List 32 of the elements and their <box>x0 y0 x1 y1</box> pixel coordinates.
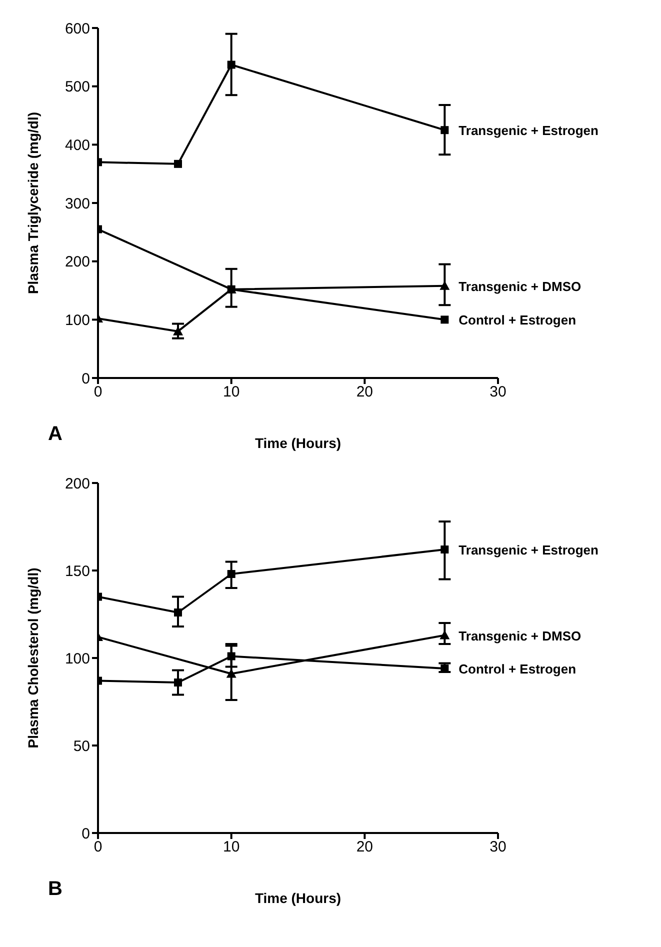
y-tick-label: 0 <box>82 825 90 842</box>
x-axis-title: Time (Hours) <box>254 890 342 906</box>
y-tick-label: 100 <box>64 650 90 668</box>
x-tick-label: 20 <box>356 384 374 401</box>
series-label: Control + Estrogen <box>458 662 576 676</box>
y-tick-label: 100 <box>64 312 90 329</box>
y-tick-label: 500 <box>64 78 90 96</box>
x-tick-label: 0 <box>94 838 102 856</box>
y-tick-label: 200 <box>64 475 90 492</box>
y-tick-label: 400 <box>64 136 90 154</box>
series-label: Control + Estrogen <box>458 312 576 328</box>
x-tick-label: 10 <box>222 838 240 856</box>
x-tick-label: 30 <box>490 838 506 856</box>
series-label: Transgenic + DMSO <box>458 628 582 644</box>
y-tick-label: 50 <box>73 738 90 755</box>
x-tick-label: 30 <box>490 384 506 401</box>
x-tick-label: 20 <box>356 838 374 856</box>
y-axis-title: Plasma Cholesterol (mg/dl) <box>24 568 41 748</box>
series-label: Transgenic + DMSO <box>458 278 582 294</box>
text: B <box>48 878 62 901</box>
text: A <box>48 423 62 446</box>
y-tick-label: 150 <box>64 562 90 580</box>
x-axis-title: Time (Hours) <box>254 434 342 451</box>
x-tick-label: 0 <box>94 384 102 401</box>
y-tick-label: 300 <box>64 195 90 212</box>
y-axis-title: Plasma Triglyceride (mg/dl) <box>24 112 41 294</box>
y-tick-label: 200 <box>64 254 90 271</box>
series-label: Transgenic + Estrogen <box>458 542 599 558</box>
series-label: Transgenic + Estrogen <box>458 123 599 138</box>
x-tick-label: 10 <box>222 384 240 401</box>
y-tick-label: 600 <box>64 20 90 38</box>
y-tick-label: 0 <box>82 370 90 388</box>
